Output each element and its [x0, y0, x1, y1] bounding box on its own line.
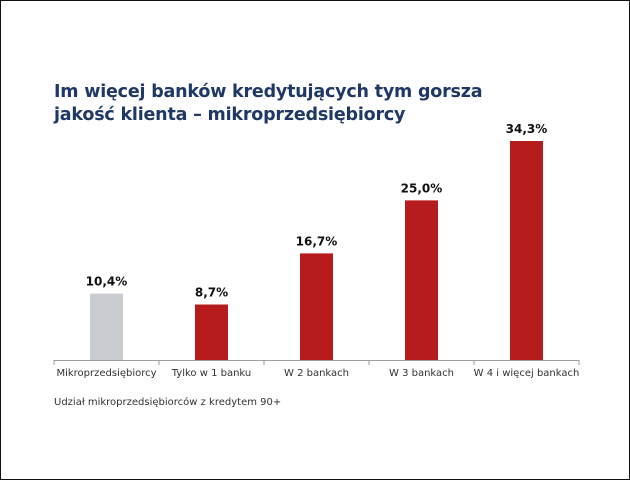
data-label-2: 8,7% — [195, 286, 228, 300]
bar-2 — [195, 304, 228, 360]
category-label-2: Tylko w 1 banku — [171, 368, 252, 379]
chart-footnote: Udział mikroprzedsiębiorców z kredytem 9… — [54, 397, 282, 408]
category-label-4: W 3 bankach — [389, 368, 454, 379]
data-label-4: 25,0% — [401, 181, 443, 195]
data-label-5: 34,3% — [506, 122, 548, 136]
category-label-5: W 4 i więcej bankach — [474, 368, 580, 379]
chart-title: Im więcej banków kredytujących tym gorsz… — [54, 81, 574, 127]
chart-title-line-2: jakość klienta – mikroprzedsiębiorcy — [54, 105, 406, 125]
bar-3 — [300, 253, 333, 360]
bar-4 — [405, 200, 438, 360]
data-label-3: 16,7% — [296, 234, 338, 248]
category-label-3: W 2 bankach — [284, 368, 349, 379]
data-label-1: 10,4% — [86, 275, 128, 289]
bar-1 — [90, 293, 123, 360]
chart-title-line-1: Im więcej banków kredytujących tym gorsz… — [54, 82, 483, 102]
category-label-1: Mikroprzedsiębiorcy — [56, 368, 156, 379]
bar-5 — [510, 141, 543, 360]
